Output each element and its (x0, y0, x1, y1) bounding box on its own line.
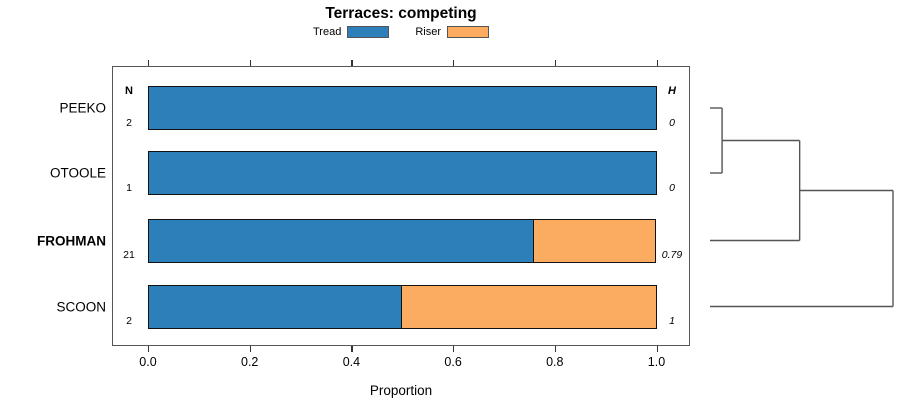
legend-label-riser: Riser (415, 26, 441, 38)
legend-swatch-tread (347, 26, 390, 38)
legend-item-tread: Tread (313, 26, 390, 38)
x-tick-top (148, 60, 150, 66)
chart-title: Terraces: competing (325, 5, 477, 22)
x-tick-label: 0.2 (240, 355, 259, 369)
x-tick-bottom (453, 346, 455, 352)
legend-item-riser: Riser (415, 26, 489, 38)
n-value-peeko: 2 (126, 116, 132, 129)
bar-segment-tread-scoon (148, 284, 403, 329)
bar-segment-riser-frohman (532, 218, 657, 263)
n-value-scoon: 2 (126, 315, 132, 327)
h-value-scoon: 1 (669, 315, 675, 327)
bar-segment-tread-peeko (148, 86, 657, 130)
x-tick-top (249, 60, 251, 66)
row-label-otoole: OTOOLE (49, 165, 106, 181)
x-tick-label: 1.0 (647, 355, 666, 369)
legend-label-tread: Tread (313, 26, 342, 38)
bar-segment-tread-otoole (148, 151, 657, 195)
x-tick-bottom (351, 346, 353, 352)
x-tick-top (453, 60, 455, 66)
n-value-otoole: 1 (126, 181, 132, 194)
x-tick-bottom (656, 346, 658, 352)
bar-segment-tread-frohman (148, 218, 535, 263)
x-tick-label: 0.4 (342, 355, 361, 369)
h-value-otoole: 0 (669, 181, 675, 194)
row-label-frohman: FROHMAN (37, 233, 106, 248)
x-tick-bottom (148, 346, 150, 352)
x-tick-top (351, 60, 353, 66)
x-tick-label: 0.8 (546, 355, 564, 369)
legend-swatch-riser (447, 26, 489, 38)
n-column-header: N (125, 85, 133, 97)
bar-segment-riser-scoon (400, 284, 657, 329)
row-label-peeko: PEEKO (59, 100, 106, 116)
legend: Tread Riser (112, 26, 690, 38)
n-value-frohman: 21 (123, 249, 135, 261)
row-label-scoon: SCOON (56, 299, 106, 314)
x-tick-bottom (554, 346, 557, 352)
h-value-peeko: 0 (669, 116, 675, 129)
x-tick-bottom (249, 346, 251, 352)
x-tick-label: 0.6 (444, 355, 462, 369)
x-tick-label: 0.0 (139, 355, 157, 369)
x-axis-title: Proportion (369, 383, 433, 398)
h-value-frohman: 0.79 (661, 249, 683, 261)
x-tick-top (554, 60, 557, 66)
h-column-header: H (668, 85, 676, 97)
x-tick-top (656, 60, 658, 66)
